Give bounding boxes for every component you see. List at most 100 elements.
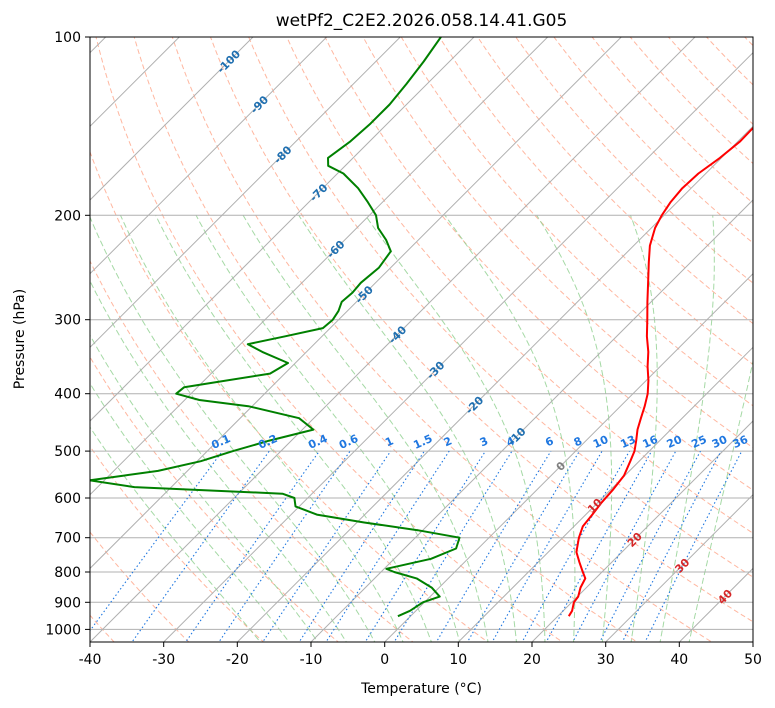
mixing-ratio-line (364, 450, 486, 642)
moist-adiabat (90, 382, 290, 642)
isotherm-line (457, 346, 753, 642)
moist-adiabat (536, 215, 613, 642)
isotherm-line (90, 37, 254, 201)
dry-adiabat (90, 531, 190, 642)
moist-adiabats (90, 215, 753, 642)
y-tick-label: 200 (54, 208, 81, 224)
line-labels: 0.1 0.2 0.4 0.6 1 1.5 2 3 4 6 8 10 13 16 20 25 30 36-100-… (209, 47, 750, 607)
chart-title: wetPf2_C2E2.2026.058.14.41.G05 (276, 11, 568, 31)
y-tick-label: 700 (54, 531, 81, 547)
isotherm-line (604, 493, 753, 642)
isotherm-line (90, 37, 181, 128)
isotherm-label: -90 (248, 93, 271, 116)
dry-adiabat (90, 259, 414, 642)
isotherm-line (90, 37, 549, 496)
y-tick-label: 1000 (45, 622, 81, 638)
mixing-ratio-line (466, 450, 580, 642)
isotherm-line (90, 37, 328, 275)
moist-adiabat (298, 215, 518, 642)
x-tick-label: 30 (597, 652, 615, 668)
isotherm-line (90, 37, 696, 642)
mixing-ratio-label: 0.4 (306, 432, 329, 452)
x-tick-label: 50 (744, 652, 762, 668)
dry-adiabat (133, 37, 638, 642)
mixing-ratio-label: 6 (543, 434, 556, 449)
dry-adiabats (90, 24, 775, 654)
temperature-trace (567, 126, 753, 617)
dry-adiabat (90, 445, 265, 642)
moist-adiabat (364, 215, 546, 642)
moist-adiabat (242, 215, 489, 642)
mixing-ratio-label: 0.1 (209, 432, 232, 452)
isotherm-label: -50 (353, 283, 376, 306)
dry-adiabat (667, 37, 753, 125)
isotherm-line (162, 51, 753, 642)
dry-adiabat (324, 37, 753, 491)
isotherms (90, 37, 753, 642)
mixing-ratio-line (644, 450, 743, 642)
y-axis-label: Pressure (hPa) (12, 289, 28, 389)
pressure-gridlines (90, 37, 753, 630)
moist-adiabat (90, 426, 261, 642)
dry-adiabat (90, 356, 340, 642)
x-tick-label: -10 (300, 652, 323, 668)
dry-adiabat (171, 37, 713, 642)
y-tick-label: 500 (54, 444, 81, 460)
mixing-ratio-label: 25 (689, 433, 708, 451)
moist-adiabat (90, 215, 376, 642)
moist-adiabat (155, 215, 432, 642)
mixing-ratio-line (131, 450, 270, 642)
mixing-ratio-label: 1 (383, 434, 395, 449)
dry-adiabat (438, 37, 753, 366)
dry-adiabat (362, 37, 753, 449)
mixing-ratio-line (491, 450, 603, 642)
plot-frame (89, 36, 754, 643)
mixing-ratio-lines (90, 450, 743, 642)
mixing-ratio-line (393, 450, 513, 642)
mixing-ratio-label: 36 (731, 433, 751, 451)
mixing-ratio-label: 20 (665, 433, 685, 451)
y-tick-label: 400 (54, 387, 81, 403)
moist-adiabat (688, 358, 753, 642)
moist-adiabat (195, 215, 461, 642)
x-tick-label: 20 (523, 652, 541, 668)
profile-traces (90, 37, 753, 618)
mixing-ratio-label: 10 (591, 433, 611, 451)
axes: -40 -30 -20 -10 0 10 20 30 40 5010020030040050060… (45, 30, 762, 668)
mixing-ratio-line (298, 450, 425, 642)
isotherm-line (90, 37, 475, 422)
isotherm-label: 40 (715, 587, 735, 607)
x-tick-label: -40 (79, 652, 102, 668)
dry-adiabat (95, 37, 564, 642)
isotherm-line (531, 420, 753, 642)
dry-adiabat (770, 24, 775, 654)
dry-adiabat (90, 150, 489, 642)
dry-adiabat (744, 37, 753, 47)
x-tick-label: 40 (670, 652, 688, 668)
dry-adiabat (248, 37, 753, 578)
isotherm-line (310, 199, 753, 642)
mixing-ratio-line (435, 450, 552, 642)
mixing-ratio-line (325, 450, 450, 642)
y-tick-label: 600 (54, 491, 81, 507)
dry-adiabat (209, 37, 753, 623)
dry-adiabat (705, 37, 753, 86)
y-tick-label: 300 (54, 313, 81, 329)
dewpoint-trace (90, 37, 461, 618)
mixing-ratio-line (545, 450, 653, 642)
mixing-ratio-label: 8 (572, 434, 584, 449)
mixing-ratio-label: 13 (618, 433, 637, 451)
mixing-ratio-line (621, 450, 722, 642)
x-tick-label: 10 (449, 652, 467, 668)
y-tick-label: 900 (54, 595, 81, 611)
dry-adiabat (400, 37, 753, 407)
isotherm-label: -100 (215, 47, 244, 76)
mixing-ratio-line (572, 450, 677, 642)
dry-adiabat (286, 37, 753, 534)
moist-adiabat (90, 279, 347, 642)
dry-adiabat (515, 37, 753, 284)
isotherm-line (752, 641, 753, 642)
x-tick-label: -20 (226, 652, 249, 668)
mixing-ratio-line (262, 450, 392, 642)
